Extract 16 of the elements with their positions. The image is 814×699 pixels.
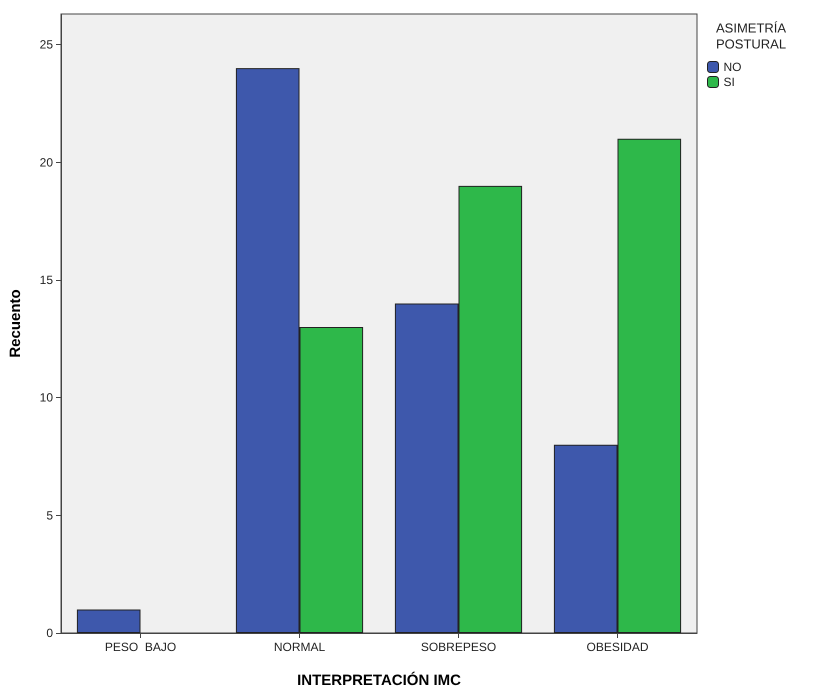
y-tick-label: 15 <box>40 272 54 287</box>
y-tick-label: 10 <box>40 390 54 405</box>
legend-label: SI <box>724 75 735 89</box>
bar <box>76 609 140 633</box>
x-tick-label: SOBREPESO <box>420 640 496 654</box>
y-axis-title: Recuento <box>7 289 24 358</box>
x-tick-label: OBESIDAD <box>586 640 649 654</box>
y-tick-label: 0 <box>46 626 54 640</box>
legend-label: NO <box>724 60 742 74</box>
y-tick-label: 20 <box>40 155 54 170</box>
y-tick-label: 5 <box>46 508 54 522</box>
x-tick-label: NORMAL <box>274 640 326 654</box>
x-axis-title: INTERPRETACIÓN IMC <box>297 671 462 689</box>
legend-title: ASIMETRÍA POSTURAL <box>716 20 789 52</box>
y-tick-label: 25 <box>40 38 54 52</box>
x-tick-label: PESO BAJO <box>104 640 176 654</box>
